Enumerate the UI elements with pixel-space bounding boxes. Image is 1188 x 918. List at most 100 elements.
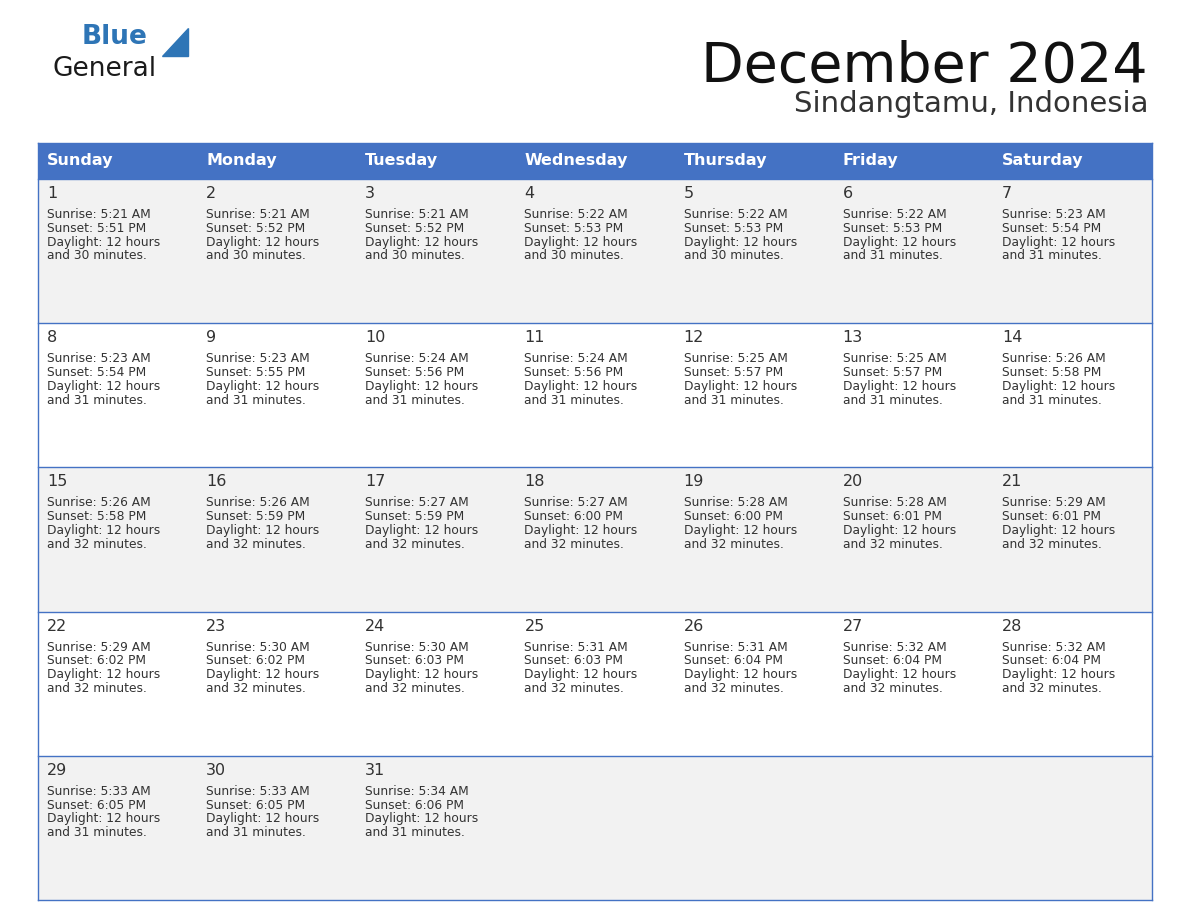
- Text: Daylight: 12 hours: Daylight: 12 hours: [1001, 668, 1116, 681]
- Text: Daylight: 12 hours: Daylight: 12 hours: [48, 236, 160, 249]
- Text: Sunset: 6:01 PM: Sunset: 6:01 PM: [1001, 510, 1101, 523]
- Text: 5: 5: [683, 186, 694, 201]
- Text: Sunset: 6:04 PM: Sunset: 6:04 PM: [842, 655, 942, 667]
- Text: Sunrise: 5:30 AM: Sunrise: 5:30 AM: [207, 641, 310, 654]
- Text: and 30 minutes.: and 30 minutes.: [207, 250, 307, 263]
- Text: Sunrise: 5:33 AM: Sunrise: 5:33 AM: [48, 785, 151, 798]
- Text: and 32 minutes.: and 32 minutes.: [524, 682, 625, 695]
- Text: Daylight: 12 hours: Daylight: 12 hours: [365, 524, 479, 537]
- Text: 9: 9: [207, 330, 216, 345]
- Text: Thursday: Thursday: [683, 153, 767, 169]
- Text: and 30 minutes.: and 30 minutes.: [365, 250, 466, 263]
- Text: Daylight: 12 hours: Daylight: 12 hours: [365, 236, 479, 249]
- Text: Sunrise: 5:23 AM: Sunrise: 5:23 AM: [207, 353, 310, 365]
- Text: Daylight: 12 hours: Daylight: 12 hours: [842, 524, 956, 537]
- Text: Sindangtamu, Indonesia: Sindangtamu, Indonesia: [794, 90, 1148, 118]
- Text: and 31 minutes.: and 31 minutes.: [48, 394, 147, 407]
- Text: and 32 minutes.: and 32 minutes.: [842, 682, 942, 695]
- Text: Daylight: 12 hours: Daylight: 12 hours: [524, 380, 638, 393]
- Bar: [38, 756, 1152, 900]
- Text: and 31 minutes.: and 31 minutes.: [1001, 394, 1101, 407]
- Text: Sunrise: 5:32 AM: Sunrise: 5:32 AM: [842, 641, 947, 654]
- Text: Sunrise: 5:24 AM: Sunrise: 5:24 AM: [524, 353, 628, 365]
- Text: Sunset: 5:57 PM: Sunset: 5:57 PM: [683, 366, 783, 379]
- Text: Sunrise: 5:34 AM: Sunrise: 5:34 AM: [365, 785, 469, 798]
- Bar: [38, 611, 1152, 756]
- Text: 24: 24: [365, 619, 386, 633]
- Text: December 2024: December 2024: [701, 40, 1148, 94]
- Text: 27: 27: [842, 619, 862, 633]
- Text: and 32 minutes.: and 32 minutes.: [524, 538, 625, 551]
- Text: Sunrise: 5:22 AM: Sunrise: 5:22 AM: [842, 208, 947, 221]
- Text: Daylight: 12 hours: Daylight: 12 hours: [683, 524, 797, 537]
- Text: Daylight: 12 hours: Daylight: 12 hours: [524, 524, 638, 537]
- Text: Tuesday: Tuesday: [365, 153, 438, 169]
- Text: Sunset: 6:03 PM: Sunset: 6:03 PM: [524, 655, 624, 667]
- Text: Sunrise: 5:32 AM: Sunrise: 5:32 AM: [1001, 641, 1106, 654]
- Text: Daylight: 12 hours: Daylight: 12 hours: [48, 380, 160, 393]
- Text: 13: 13: [842, 330, 862, 345]
- Bar: [38, 179, 1152, 323]
- Text: Sunset: 6:04 PM: Sunset: 6:04 PM: [1001, 655, 1101, 667]
- Text: and 31 minutes.: and 31 minutes.: [207, 394, 307, 407]
- Text: and 32 minutes.: and 32 minutes.: [48, 682, 147, 695]
- Text: Daylight: 12 hours: Daylight: 12 hours: [207, 524, 320, 537]
- Bar: [675, 143, 834, 179]
- Text: and 32 minutes.: and 32 minutes.: [48, 538, 147, 551]
- Bar: [356, 143, 516, 179]
- Text: 30: 30: [207, 763, 226, 778]
- Text: 31: 31: [365, 763, 386, 778]
- Text: Sunrise: 5:27 AM: Sunrise: 5:27 AM: [365, 497, 469, 509]
- Text: Daylight: 12 hours: Daylight: 12 hours: [683, 236, 797, 249]
- Text: and 31 minutes.: and 31 minutes.: [365, 394, 466, 407]
- Text: and 32 minutes.: and 32 minutes.: [207, 538, 307, 551]
- Text: Sunset: 5:59 PM: Sunset: 5:59 PM: [207, 510, 305, 523]
- Bar: [834, 143, 993, 179]
- Polygon shape: [162, 28, 188, 56]
- Text: 3: 3: [365, 186, 375, 201]
- Text: Sunrise: 5:28 AM: Sunrise: 5:28 AM: [683, 497, 788, 509]
- Text: Sunrise: 5:26 AM: Sunrise: 5:26 AM: [1001, 353, 1106, 365]
- Text: General: General: [52, 56, 156, 82]
- Text: Sunset: 6:01 PM: Sunset: 6:01 PM: [842, 510, 942, 523]
- Text: 2: 2: [207, 186, 216, 201]
- Text: 1: 1: [48, 186, 57, 201]
- Text: Sunset: 5:54 PM: Sunset: 5:54 PM: [1001, 222, 1101, 235]
- Text: Sunrise: 5:29 AM: Sunrise: 5:29 AM: [1001, 497, 1106, 509]
- Text: 7: 7: [1001, 186, 1012, 201]
- Text: Sunset: 5:53 PM: Sunset: 5:53 PM: [524, 222, 624, 235]
- Text: Daylight: 12 hours: Daylight: 12 hours: [1001, 236, 1116, 249]
- Text: 15: 15: [48, 475, 68, 489]
- Text: Daylight: 12 hours: Daylight: 12 hours: [1001, 380, 1116, 393]
- Text: 6: 6: [842, 186, 853, 201]
- Text: Daylight: 12 hours: Daylight: 12 hours: [524, 236, 638, 249]
- Text: Sunrise: 5:29 AM: Sunrise: 5:29 AM: [48, 641, 151, 654]
- Text: and 31 minutes.: and 31 minutes.: [207, 826, 307, 839]
- Text: Sunset: 5:52 PM: Sunset: 5:52 PM: [207, 222, 305, 235]
- Text: Sunday: Sunday: [48, 153, 114, 169]
- Text: Daylight: 12 hours: Daylight: 12 hours: [842, 380, 956, 393]
- Text: Daylight: 12 hours: Daylight: 12 hours: [48, 812, 160, 825]
- Bar: [516, 143, 675, 179]
- Text: 4: 4: [524, 186, 535, 201]
- Text: Sunrise: 5:23 AM: Sunrise: 5:23 AM: [1001, 208, 1106, 221]
- Bar: [38, 323, 1152, 467]
- Text: 26: 26: [683, 619, 703, 633]
- Text: Sunrise: 5:23 AM: Sunrise: 5:23 AM: [48, 353, 151, 365]
- Text: Daylight: 12 hours: Daylight: 12 hours: [365, 668, 479, 681]
- Text: Daylight: 12 hours: Daylight: 12 hours: [207, 236, 320, 249]
- Text: and 30 minutes.: and 30 minutes.: [48, 250, 147, 263]
- Text: 12: 12: [683, 330, 704, 345]
- Text: and 32 minutes.: and 32 minutes.: [1001, 682, 1101, 695]
- Text: Friday: Friday: [842, 153, 898, 169]
- Text: Sunset: 5:52 PM: Sunset: 5:52 PM: [365, 222, 465, 235]
- Text: Daylight: 12 hours: Daylight: 12 hours: [365, 380, 479, 393]
- Text: Sunrise: 5:26 AM: Sunrise: 5:26 AM: [207, 497, 310, 509]
- Text: and 31 minutes.: and 31 minutes.: [842, 250, 942, 263]
- Text: 29: 29: [48, 763, 68, 778]
- Text: Daylight: 12 hours: Daylight: 12 hours: [1001, 524, 1116, 537]
- Text: Sunset: 5:54 PM: Sunset: 5:54 PM: [48, 366, 146, 379]
- Text: Sunset: 5:51 PM: Sunset: 5:51 PM: [48, 222, 146, 235]
- Text: Sunrise: 5:21 AM: Sunrise: 5:21 AM: [207, 208, 310, 221]
- Text: Sunset: 6:03 PM: Sunset: 6:03 PM: [365, 655, 465, 667]
